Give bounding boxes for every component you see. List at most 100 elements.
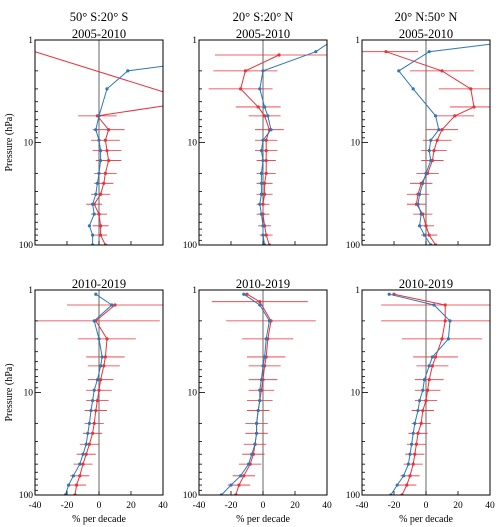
y-tick-label: 10 [351, 389, 361, 399]
y-tick-label: 100 [346, 491, 361, 501]
x-tick-label: 40 [485, 501, 495, 511]
data-point [99, 224, 103, 228]
data-point [261, 202, 265, 206]
data-point [264, 138, 268, 142]
data-point [91, 202, 95, 206]
data-point [81, 462, 85, 466]
x-tick-label: 0 [424, 501, 429, 511]
data-point [263, 181, 267, 185]
data-point [411, 87, 415, 91]
data-point [100, 355, 104, 359]
panel-1: 50° S:20° S 2005-2010 1 10 100 Pressure (hPa) [4, 10, 164, 251]
data-point [263, 105, 267, 109]
y-tick-label: 100 [19, 241, 34, 251]
panel-5: 2010-2019 -40 -20 0 20 40 1 10 100 % per decade [183, 277, 332, 525]
data-point [105, 337, 109, 341]
x-axis-label: % per decade [399, 514, 453, 525]
y-tick-label: 10 [188, 139, 198, 149]
y-axis-label: Pressure (hPa) [4, 113, 15, 171]
data-point [416, 431, 420, 435]
data-point [67, 483, 71, 487]
data-point [469, 87, 473, 91]
data-point [424, 399, 428, 403]
series-line [235, 293, 272, 495]
data-point [258, 303, 262, 307]
data-point [91, 233, 95, 237]
data-point [427, 149, 431, 153]
data-point [405, 483, 409, 487]
blue-series [397, 43, 490, 245]
x-tick-label: 20 [126, 501, 136, 511]
data-point [259, 171, 263, 175]
data-point [258, 399, 262, 403]
series-group [381, 292, 490, 495]
data-point [113, 303, 117, 307]
data-point [261, 224, 265, 228]
data-point [427, 378, 431, 382]
series-line [35, 51, 163, 245]
x-tick-label: 0 [261, 501, 266, 511]
series-line [88, 65, 163, 245]
data-point [263, 192, 267, 196]
red-series [362, 50, 490, 245]
data-point [427, 50, 431, 54]
data-point [263, 114, 267, 118]
x-tick-label: 0 [97, 501, 102, 511]
data-point [95, 399, 99, 403]
series-group [35, 292, 163, 495]
y-tick-label: 1 [28, 36, 33, 46]
data-point [411, 462, 415, 466]
data-point [255, 421, 259, 425]
data-point [413, 421, 417, 425]
data-point [86, 431, 90, 435]
series-line [64, 293, 113, 495]
data-point [269, 128, 273, 132]
data-point [261, 69, 265, 73]
data-point [91, 431, 95, 435]
data-point [430, 355, 434, 359]
data-point [440, 69, 444, 73]
data-point [87, 224, 91, 228]
data-point [434, 114, 438, 118]
data-point [419, 421, 423, 425]
y-tick-label: 1 [192, 286, 197, 296]
data-point [418, 224, 422, 228]
blue-series [219, 292, 271, 495]
data-point [443, 319, 447, 323]
data-point [264, 171, 268, 175]
data-point [421, 181, 425, 185]
data-point [267, 319, 271, 323]
data-point [95, 181, 99, 185]
data-point [81, 452, 85, 456]
x-tick-label: -20 [388, 501, 401, 511]
data-point [245, 292, 249, 296]
y-tick-label: 10 [24, 139, 34, 149]
panel-4: 2010-2019 -40 -20 0 20 40 1 10 100 Pressure (hPa)… [4, 277, 168, 525]
data-point [446, 337, 450, 341]
data-point [422, 233, 426, 237]
y-tick-label: 10 [24, 389, 34, 399]
data-point [107, 158, 111, 163]
series-line [393, 293, 446, 495]
data-point [408, 452, 412, 456]
x-axis-label: % per decade [236, 514, 290, 525]
data-point [103, 171, 107, 175]
data-point [92, 388, 96, 392]
y-tick-label: 10 [188, 389, 198, 399]
y-axis-label: Pressure (hPa) [4, 363, 15, 421]
data-point [94, 192, 98, 196]
data-point [261, 364, 265, 368]
data-point [99, 192, 103, 196]
data-point [250, 452, 254, 456]
data-point [94, 128, 98, 132]
data-point [97, 138, 101, 142]
y-tick-label: 1 [355, 286, 360, 296]
data-point [387, 292, 391, 296]
data-point [440, 128, 444, 132]
data-point [126, 69, 130, 73]
data-point [448, 319, 452, 323]
data-point [264, 149, 268, 153]
data-point [453, 114, 457, 118]
y-tick-label: 100 [19, 491, 34, 501]
